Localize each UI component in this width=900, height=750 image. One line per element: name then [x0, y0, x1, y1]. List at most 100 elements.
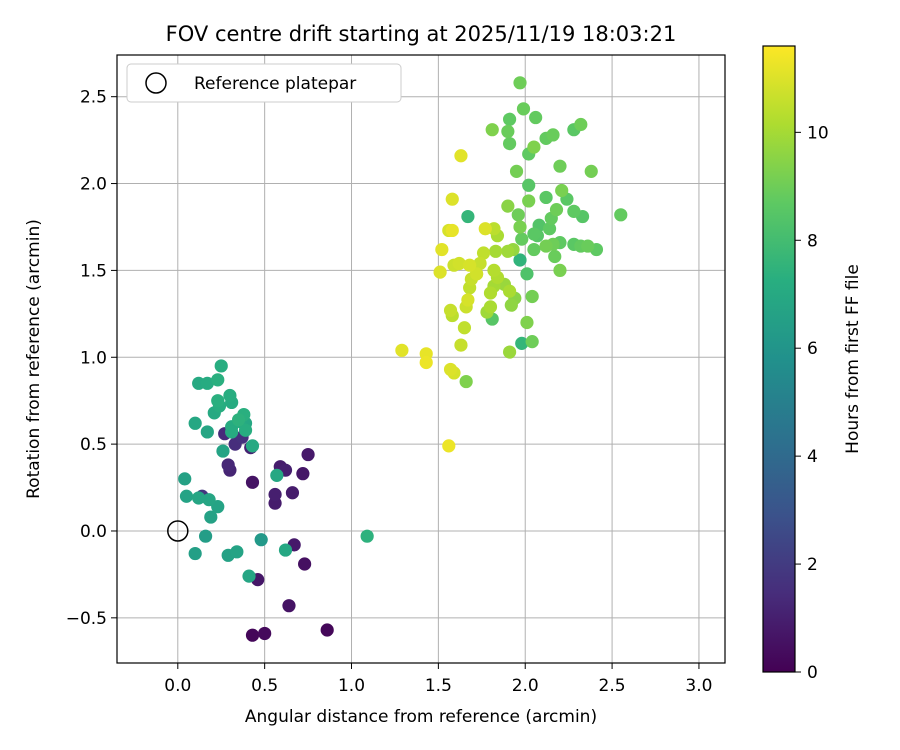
data-point: [487, 263, 501, 278]
y-axis-label: Rotation from reference (arcmin): [24, 219, 44, 499]
data-point: [298, 557, 312, 571]
data-point: [360, 529, 374, 543]
data-point: [539, 190, 553, 205]
data-point: [443, 303, 458, 317]
colorbar-tick-label: 2: [807, 555, 818, 575]
data-point: [473, 256, 487, 271]
data-point: [502, 345, 517, 359]
data-point: [296, 467, 310, 481]
plot-frame: [116, 54, 726, 664]
x-tick-label: 1.5: [425, 676, 452, 696]
data-point: [461, 293, 475, 307]
data-point: [539, 239, 553, 253]
data-point: [485, 123, 499, 137]
data-point: [553, 263, 567, 278]
x-tick-label: 1.0: [338, 676, 365, 696]
data-point: [192, 491, 206, 505]
data-point: [502, 112, 517, 126]
data-point: [584, 164, 598, 178]
data-point: [238, 423, 253, 437]
data-point: [452, 256, 466, 271]
data-point: [476, 246, 491, 260]
reference-point-marker: [167, 520, 189, 542]
colorbar-ticks: 0 2 4 6 8 10: [795, 123, 829, 683]
legend: Reference platepar: [126, 63, 402, 103]
data-point: [513, 76, 527, 90]
data-point: [223, 388, 237, 403]
data-point: [200, 376, 214, 390]
data-point: [214, 359, 228, 373]
data-point: [522, 194, 536, 208]
data-point: [221, 458, 235, 472]
data-point: [504, 298, 518, 312]
data-point: [511, 208, 525, 222]
y-tick-label: 0.0: [80, 522, 107, 542]
data-point: [553, 159, 567, 173]
grid-lines: [117, 55, 725, 663]
data-point: [200, 425, 214, 439]
data-point: [522, 178, 536, 192]
data-point: [301, 447, 315, 462]
colorbar-tick-label: 4: [807, 447, 818, 467]
data-point: [555, 183, 569, 198]
x-axis-label: Angular distance from reference (arcmin): [245, 707, 597, 727]
data-point: [513, 220, 527, 234]
data-point: [188, 416, 202, 430]
data-point: [515, 232, 529, 246]
data-point: [230, 545, 244, 559]
data-point: [211, 373, 225, 387]
data-point: [178, 472, 192, 486]
data-point: [527, 227, 541, 241]
x-tick-label: 2.0: [512, 676, 539, 696]
data-point: [395, 343, 409, 357]
data-point: [542, 222, 557, 236]
data-point: [463, 258, 477, 272]
data-point: [574, 117, 588, 132]
data-point: [527, 140, 541, 154]
data-point: [567, 204, 581, 218]
data-point: [516, 102, 531, 116]
data-point: [525, 289, 539, 304]
data-point: [435, 242, 449, 257]
legend-box: [126, 63, 402, 103]
legend-label: Reference platepar: [194, 74, 356, 94]
data-point: [454, 338, 468, 352]
data-point: [483, 286, 498, 300]
y-axis-ticks: −0.5 0.0 0.5 1.0 1.5 2.0 2.5: [66, 88, 117, 629]
x-tick-label: 3.0: [685, 676, 712, 696]
data-point: [489, 244, 503, 258]
data-point: [614, 208, 628, 222]
data-point: [509, 164, 524, 178]
data-point: [457, 321, 472, 335]
data-point: [278, 543, 293, 557]
chart-title: FOV centre drift starting at 2025/11/19 …: [166, 22, 677, 46]
data-point: [529, 110, 543, 125]
data-point: [501, 124, 515, 139]
colorbar-tick-label: 6: [807, 339, 818, 359]
y-tick-label: 1.0: [80, 348, 107, 368]
x-axis-ticks: 0.0 0.5 1.0 1.5 2.0 2.5 3.0: [164, 663, 712, 696]
data-point: [546, 128, 560, 142]
data-point: [515, 336, 529, 350]
colorbar-tick-label: 8: [807, 231, 818, 251]
data-point: [520, 267, 534, 281]
data-points: [178, 76, 628, 642]
data-point: [459, 374, 473, 389]
data-point: [520, 315, 534, 330]
data-point: [501, 199, 515, 213]
y-tick-label: 0.5: [80, 435, 107, 455]
data-point: [245, 439, 260, 453]
data-point: [179, 489, 194, 503]
data-point: [445, 192, 459, 206]
y-tick-label: 1.5: [80, 261, 107, 281]
data-point: [454, 149, 468, 163]
data-point: [242, 569, 256, 583]
data-point: [216, 444, 230, 458]
data-point: [525, 335, 539, 349]
data-point: [419, 355, 433, 370]
data-point: [581, 239, 595, 253]
data-point: [245, 475, 260, 489]
data-point: [548, 249, 562, 264]
data-point: [513, 253, 527, 267]
